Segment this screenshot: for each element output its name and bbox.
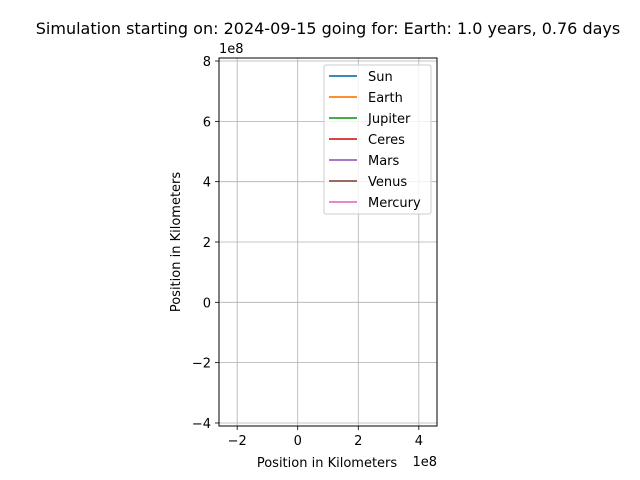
legend-label: Mercury	[368, 196, 421, 211]
legend-label: Mars	[368, 154, 400, 169]
legend-entry: Mars	[329, 154, 400, 169]
y-tick-label: 0	[203, 296, 211, 311]
legend-entry: Sun	[329, 70, 393, 85]
legend-box	[323, 64, 432, 215]
legend-entry: Venus	[329, 175, 407, 190]
chart-title: Simulation starting on: 2024-09-15 going…	[36, 19, 620, 38]
legend-entry: Earth	[329, 91, 403, 106]
y-tick-label: −2	[192, 357, 211, 372]
y-tick-label: 8	[203, 55, 211, 70]
legend-label: Sun	[368, 70, 393, 85]
legend-label: Earth	[368, 91, 403, 106]
y-tick-label: 4	[203, 176, 211, 191]
legend-entry: Ceres	[329, 133, 405, 148]
legend-label: Ceres	[368, 133, 405, 148]
legend-entry: Mercury	[329, 196, 421, 211]
x-axis-ticks: −2 0 2 4	[228, 426, 423, 449]
legend-entries: Sun Earth Jupiter Ceres Mars Venus Mercury	[329, 70, 421, 211]
legend: Sun Earth Jupiter Ceres Mars Venus Mercury	[323, 64, 432, 215]
y-axis-label: Position in Kilometers	[169, 172, 184, 313]
grid-layer	[219, 58, 437, 426]
y-tick-label: 2	[203, 236, 211, 251]
x-tick-label: 2	[354, 434, 362, 449]
y-tick-label: −4	[192, 417, 211, 432]
x-tick-label: −2	[228, 434, 247, 449]
legend-label: Jupiter	[367, 112, 411, 127]
x-tick-label: 4	[415, 434, 423, 449]
y-axis-offset-text: 1e8	[219, 42, 244, 57]
y-axis-ticks: −4 −2 0 2 4 6 8	[192, 55, 219, 432]
x-axis-offset-text: 1e8	[412, 455, 437, 470]
y-tick-label: 6	[203, 115, 211, 130]
legend-entry: Jupiter	[329, 112, 411, 127]
x-tick-label: 0	[294, 434, 302, 449]
x-axis-label: Position in Kilometers	[257, 456, 398, 471]
legend-label: Venus	[368, 175, 407, 190]
